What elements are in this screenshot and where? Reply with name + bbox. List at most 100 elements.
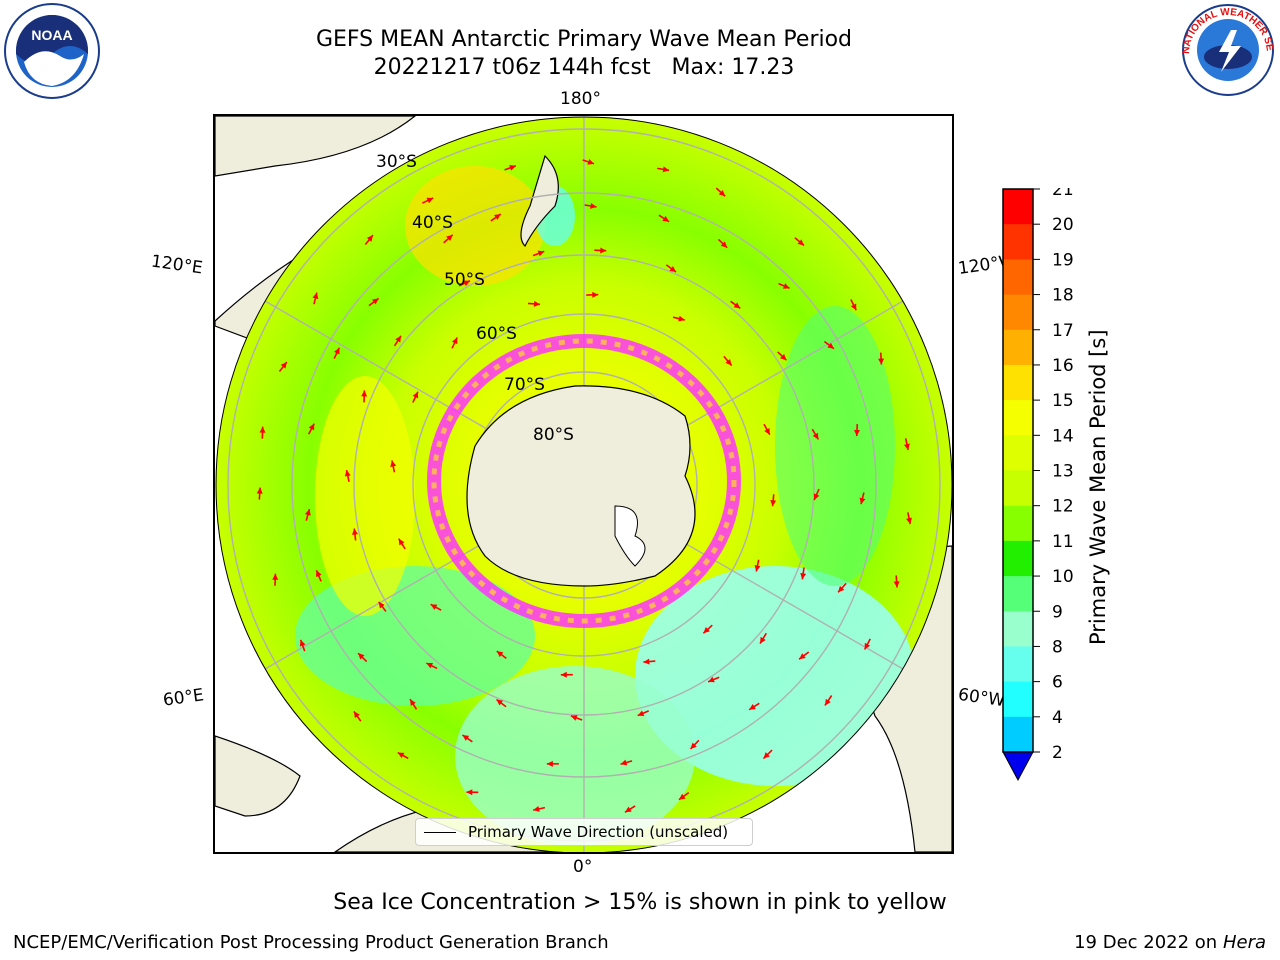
colorbar-segment <box>1003 576 1033 612</box>
wave-arrow-head <box>662 215 670 222</box>
colorbar-tick-label: 19 <box>1052 250 1074 270</box>
wave-arrow-head <box>426 663 434 669</box>
colorbar-tick-label: 17 <box>1052 321 1074 341</box>
colorbar-tick-label: 9 <box>1052 602 1063 622</box>
wave-arrow-head <box>366 235 373 242</box>
wave-arrow-head <box>430 604 438 610</box>
wave-arrow-head <box>813 493 820 501</box>
colorbar-tick-label: 8 <box>1052 637 1063 657</box>
wave-arrow-head <box>351 528 358 535</box>
legend-line-swatch <box>424 831 456 833</box>
wave-arrow-head <box>560 671 567 678</box>
wave-arrow-head <box>733 302 741 309</box>
wave-arrow-head <box>570 715 578 721</box>
wave-arrow-head <box>760 636 766 644</box>
wave-arrow-head <box>410 699 416 706</box>
lon-label-lower-left: 60°E <box>161 685 206 711</box>
wave-arrow-head <box>344 470 351 477</box>
wave-arrow-head <box>643 658 650 665</box>
wave-arrow-head <box>496 651 504 658</box>
lon-label-upper-left: 120°E <box>149 251 204 279</box>
wave-arrow-head <box>850 303 857 311</box>
low-period-area-southwest <box>295 566 535 706</box>
colorbar-tick-label: 4 <box>1052 708 1063 728</box>
wave-arrow-head <box>782 283 790 289</box>
wave-arrow-head <box>361 390 368 397</box>
colorbar-tick-label: 18 <box>1052 286 1074 306</box>
wave-arrow-head <box>537 250 545 257</box>
wave-arrow-head <box>903 443 910 451</box>
wave-arrow-head <box>353 711 360 719</box>
wave-arrow-head <box>358 653 365 660</box>
lat-label-40s: 40°S <box>412 213 453 233</box>
wave-arrow-head <box>494 214 501 220</box>
wave-arrow-head <box>637 710 645 717</box>
wave-arrow-head <box>800 573 807 580</box>
wave-arrow-head <box>280 362 287 369</box>
colorbar-tick-label: 15 <box>1052 391 1074 411</box>
lat-label-50s: 50°S <box>444 270 485 290</box>
wave-arrow-head <box>315 570 322 577</box>
wave-arrow-head <box>312 292 319 300</box>
colorbar-tick-label: 20 <box>1052 215 1074 235</box>
wave-direction-arrows <box>256 159 912 813</box>
wave-arrow-head <box>590 202 597 209</box>
wave-arrow-head <box>451 337 458 345</box>
wave-arrow-head <box>412 391 419 399</box>
colorbar-segment <box>1003 716 1033 753</box>
wave-arrow-head <box>397 752 405 759</box>
wave-arrow-head <box>587 159 595 165</box>
colorbar-segment <box>1003 259 1033 296</box>
colorbar-tick-label: 11 <box>1052 532 1074 552</box>
wave-arrow-head <box>763 752 770 759</box>
chart-subtitle: 20221217 t06z 144h fcst Max: 17.23 <box>373 55 795 80</box>
wave-arrow-head <box>678 315 685 322</box>
wave-arrow-head <box>398 538 405 546</box>
legend-label: Primary Wave Direction (unscaled) <box>468 823 729 841</box>
ice-shelf-ross <box>614 505 646 567</box>
wave-arrow-head <box>725 359 732 366</box>
wave-arrow-head <box>859 497 866 505</box>
chart-title: GEFS MEAN Antarctic Primary Wave Mean Pe… <box>315 27 853 52</box>
colorbar-label: Primary Wave Mean Period [s] <box>1086 329 1110 645</box>
colorbar-extend-arrow <box>1002 751 1034 782</box>
sea-ice-note: Sea Ice Concentration > 15% is shown in … <box>333 890 947 915</box>
lat-label-60s: 60°S <box>476 324 517 344</box>
wave-arrow-head <box>390 460 397 467</box>
wave-arrow-head <box>764 428 770 435</box>
polar-map-svg <box>215 116 952 852</box>
date-text: 19 Dec 2022 on <box>1074 932 1218 953</box>
wave-arrow-head <box>799 653 806 660</box>
colorbar-tick-label: 16 <box>1052 356 1074 376</box>
wave-arrow-head <box>708 676 715 683</box>
lon-label-top: 180° <box>560 89 601 109</box>
wave-arrow-head <box>662 166 670 173</box>
wave-arrow-head <box>592 291 599 298</box>
wave-arrow-head <box>703 626 710 634</box>
wave-arrow-head <box>624 806 632 813</box>
wave-arrow-head <box>779 353 787 361</box>
wave-arrow-head <box>546 760 553 767</box>
lat-label-30s: 30°S <box>376 152 417 172</box>
noaa-logo-text: NOAA <box>31 27 72 43</box>
colorbar-tick-label: 12 <box>1052 497 1074 517</box>
sea-ice-inner <box>431 338 737 624</box>
wave-arrow-head <box>308 423 315 431</box>
wave-arrow-head <box>466 789 473 796</box>
wave-arrow-head <box>620 759 628 766</box>
map-legend: Primary Wave Direction (unscaled) <box>415 818 753 846</box>
colorbar-segment <box>1003 435 1033 471</box>
land-madagascar <box>215 735 301 817</box>
land-new-zealand <box>520 154 559 248</box>
lat-label-80s: 80°S <box>533 425 574 445</box>
lat-label-70s: 70°S <box>504 375 545 395</box>
wave-arrow-head <box>812 432 819 440</box>
wave-arrow-head <box>533 300 541 307</box>
colorbar-segment <box>1003 224 1033 260</box>
wave-arrow-head <box>878 358 885 365</box>
land-antarctica <box>466 385 696 587</box>
colorbar-tick-label: 6 <box>1052 673 1063 693</box>
colorbar-tick-label: 13 <box>1052 462 1074 482</box>
lon-label-bottom: 0° <box>573 857 593 877</box>
high-period-area-west <box>315 376 415 616</box>
